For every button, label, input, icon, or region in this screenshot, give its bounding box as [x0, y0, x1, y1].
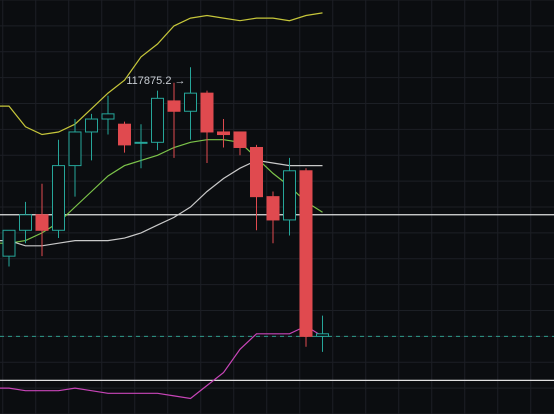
candle-body-down — [233, 131, 247, 148]
candles-layer — [2, 67, 329, 352]
candle-body-up — [101, 113, 115, 120]
candle-body-down — [118, 123, 131, 146]
candle — [134, 124, 148, 169]
candle — [35, 183, 49, 257]
candle — [316, 315, 329, 352]
candle — [2, 229, 16, 267]
candle-body-up — [19, 214, 32, 231]
candle-body-down — [266, 196, 280, 221]
candle-body-up — [52, 165, 65, 231]
candle-body-up — [316, 333, 329, 337]
candle — [68, 119, 82, 197]
candle-body-up — [134, 141, 148, 144]
candle-body-up — [151, 97, 164, 143]
upper-band-line — [0, 12, 323, 136]
high-price-annotation: 117875.2 → — [126, 75, 185, 87]
candle — [19, 201, 32, 244]
candle — [151, 90, 164, 151]
candle-body-up — [283, 170, 296, 221]
candle — [299, 168, 313, 347]
lower-band-line — [0, 325, 323, 400]
candle — [167, 82, 181, 158]
candle — [118, 121, 131, 153]
candle — [200, 90, 214, 164]
candle-body-up — [2, 229, 16, 257]
candle — [101, 95, 115, 135]
candle — [250, 144, 263, 231]
candle-body-down — [217, 131, 230, 136]
candle — [217, 119, 230, 148]
candle — [52, 139, 65, 239]
candle — [233, 131, 247, 156]
candle — [266, 191, 280, 244]
candle-body-down — [35, 214, 49, 231]
candle — [85, 113, 98, 161]
candle-body-down — [200, 92, 214, 133]
annotations-layer: 117875.2 → — [126, 75, 185, 87]
candle-body-down — [167, 100, 181, 112]
moving-average-line — [0, 159, 323, 247]
candle-body-up — [68, 131, 82, 167]
candle-body-up — [85, 118, 98, 133]
candle-body-up — [184, 92, 197, 112]
candle-body-down — [250, 146, 263, 198]
candle — [184, 67, 197, 140]
candle — [283, 157, 296, 236]
candle-body-down — [299, 170, 313, 337]
